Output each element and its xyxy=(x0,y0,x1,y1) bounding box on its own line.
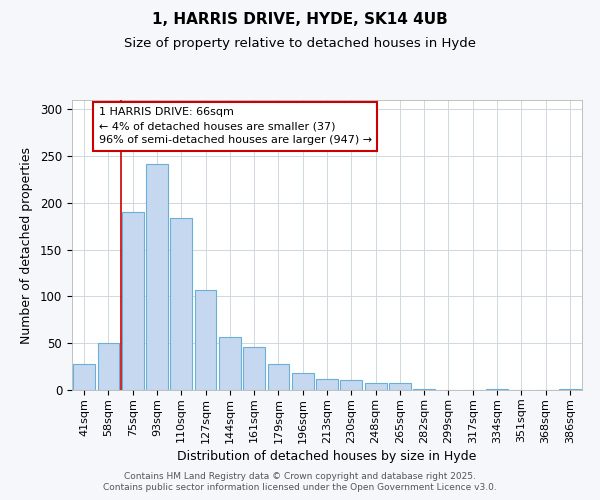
Bar xyxy=(340,380,362,390)
Bar xyxy=(413,389,435,390)
Bar xyxy=(219,336,241,390)
Bar xyxy=(97,343,119,390)
Bar xyxy=(243,347,265,390)
Bar xyxy=(389,384,411,390)
Bar xyxy=(365,382,386,390)
Bar xyxy=(486,389,508,390)
Bar xyxy=(73,364,95,390)
Bar xyxy=(559,389,581,390)
Bar xyxy=(316,379,338,390)
Bar xyxy=(146,164,168,390)
Y-axis label: Number of detached properties: Number of detached properties xyxy=(20,146,33,344)
Text: Contains HM Land Registry data © Crown copyright and database right 2025.
Contai: Contains HM Land Registry data © Crown c… xyxy=(103,472,497,492)
X-axis label: Distribution of detached houses by size in Hyde: Distribution of detached houses by size … xyxy=(178,450,476,462)
Bar xyxy=(122,212,143,390)
Bar xyxy=(170,218,192,390)
Text: 1, HARRIS DRIVE, HYDE, SK14 4UB: 1, HARRIS DRIVE, HYDE, SK14 4UB xyxy=(152,12,448,28)
Text: Size of property relative to detached houses in Hyde: Size of property relative to detached ho… xyxy=(124,38,476,51)
Bar xyxy=(194,290,217,390)
Text: 1 HARRIS DRIVE: 66sqm
← 4% of detached houses are smaller (37)
96% of semi-detac: 1 HARRIS DRIVE: 66sqm ← 4% of detached h… xyxy=(99,108,372,146)
Bar xyxy=(268,364,289,390)
Bar xyxy=(292,373,314,390)
